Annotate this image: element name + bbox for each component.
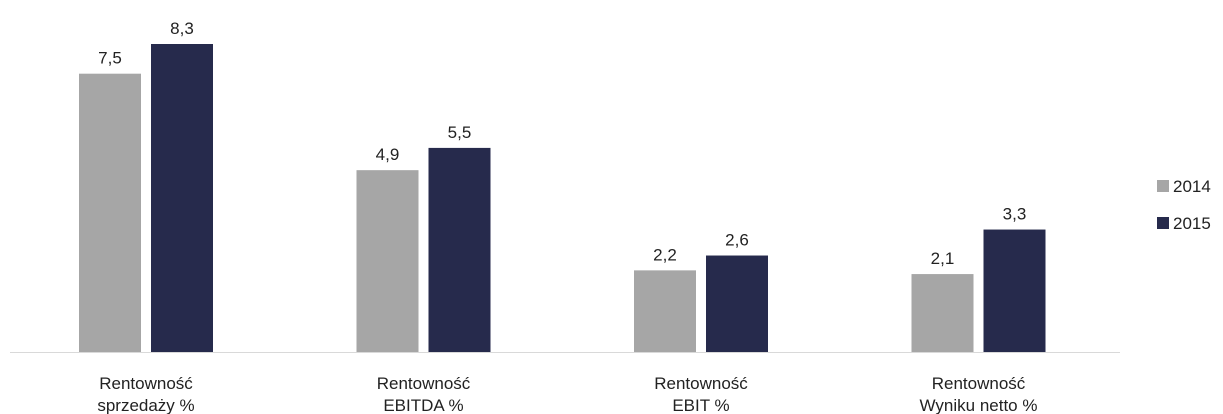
category-labels-group: Rentowność sprzedaży % Rentowność EBITDA % R… xyxy=(97,374,1037,414)
value-labels-group: 7,5 8,3 4,9 5,5 2,2 2,6 2,1 3,3 xyxy=(98,19,1026,268)
bar-2015-3 xyxy=(706,255,768,352)
value-label-2015-4: 3,3 xyxy=(1003,205,1027,224)
bar-2015-2 xyxy=(428,147,491,352)
value-label-2014-1: 7,5 xyxy=(98,49,122,68)
value-label-2014-4: 2,1 xyxy=(931,249,955,268)
value-label-2015-2: 5,5 xyxy=(448,123,472,142)
bar-2014-4 xyxy=(911,274,974,352)
legend: 2014 2015 xyxy=(1157,177,1211,233)
legend-swatch-2015 xyxy=(1157,217,1169,229)
category-label-2: Rentowność EBITDA % xyxy=(377,374,471,414)
legend-swatch-2014 xyxy=(1157,180,1169,192)
value-label-2015-3: 2,6 xyxy=(725,231,749,250)
value-label-2015-1: 8,3 xyxy=(170,19,194,38)
bar-2014-3 xyxy=(634,270,696,352)
category-label-4: Rentowność Wyniku netto % xyxy=(920,374,1038,414)
legend-label-2014: 2014 xyxy=(1173,177,1211,196)
bar-2014-2 xyxy=(356,170,419,352)
value-label-2014-2: 4,9 xyxy=(376,145,400,164)
category-label-3: Rentowność EBIT % xyxy=(654,374,748,414)
category-label-1: Rentowność sprzedaży % xyxy=(97,374,194,414)
bar-2015-4 xyxy=(983,229,1046,352)
bar-2015-1 xyxy=(151,44,213,352)
bar-2014-1 xyxy=(79,73,141,353)
bars-group xyxy=(79,44,1046,353)
value-label-2014-3: 2,2 xyxy=(653,245,677,264)
legend-label-2015: 2015 xyxy=(1173,214,1211,233)
